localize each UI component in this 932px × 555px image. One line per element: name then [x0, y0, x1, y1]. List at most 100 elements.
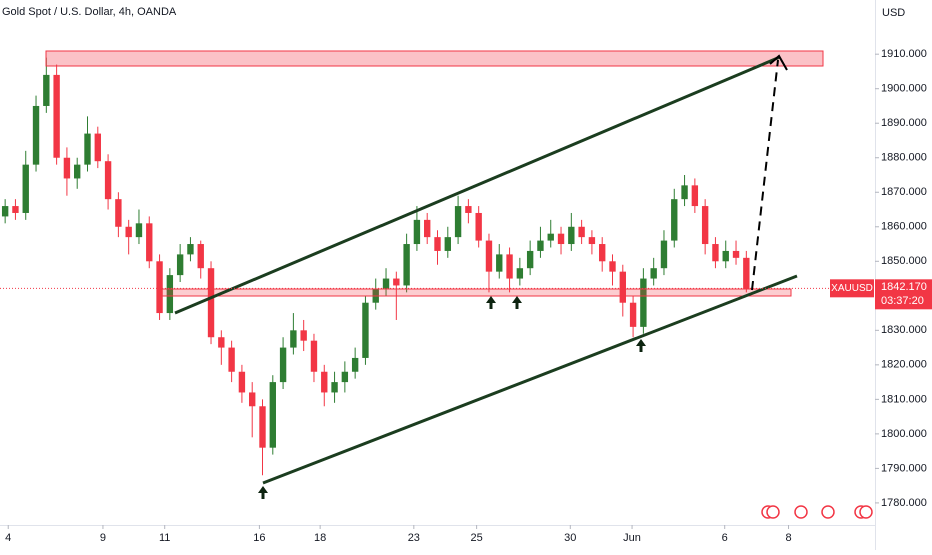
candle-body — [84, 133, 91, 165]
y-tick-label: 1880.000 — [881, 152, 927, 164]
candle-body — [413, 219, 421, 245]
y-tick-label: 1900.000 — [881, 83, 927, 95]
candle-body — [660, 240, 668, 269]
y-tick-label: 1850.000 — [881, 255, 927, 267]
candle-body — [166, 275, 174, 314]
candle-body — [588, 237, 596, 245]
x-tick-label: 16 — [253, 532, 265, 544]
candle-body — [568, 226, 575, 245]
icon — [766, 505, 780, 519]
candle-body — [156, 261, 163, 314]
candle-body — [629, 302, 637, 327]
candle-body — [207, 268, 215, 338]
y-tick-label: 1890.000 — [881, 117, 927, 129]
candle-body — [125, 226, 132, 238]
arrow — [512, 296, 522, 309]
candle-body — [197, 244, 204, 269]
candle-body — [691, 185, 699, 207]
candle-body — [146, 223, 153, 262]
x-tick-label: 8 — [785, 532, 791, 544]
candle-body — [609, 261, 616, 272]
candle-body — [403, 244, 410, 286]
candle-body — [444, 237, 451, 251]
icon — [821, 505, 835, 519]
candle-body — [290, 330, 297, 348]
y-tick-label: 1820.000 — [881, 359, 927, 371]
candle-body — [32, 105, 40, 165]
arrow — [258, 486, 268, 499]
chart-title: Gold Spot / U.S. Dollar, 4h, OANDA — [2, 6, 177, 18]
candle-body — [362, 302, 369, 358]
y-tick-label: 1860.000 — [881, 221, 927, 233]
icon — [794, 505, 808, 519]
candle-body — [176, 254, 184, 276]
x-tick-label: 9 — [100, 532, 106, 544]
x-tick-label: 18 — [314, 532, 326, 544]
candle-body — [650, 268, 657, 279]
candle-body — [454, 206, 462, 238]
arrow — [636, 339, 646, 352]
y-tick-label: 1870.000 — [881, 186, 927, 198]
candle-body — [382, 278, 390, 289]
candle-body — [557, 233, 565, 245]
y-tick-label: 1830.000 — [881, 324, 927, 336]
resistance-zone — [45, 50, 824, 67]
candle-body — [671, 199, 678, 241]
y-tick-label: 1810.000 — [881, 393, 927, 405]
candle-body — [43, 74, 50, 106]
candle-body — [681, 185, 688, 200]
candle-body — [743, 257, 750, 289]
candle-body — [218, 337, 225, 348]
candle-body — [393, 278, 400, 286]
symbol-label: XAUUSD — [831, 283, 873, 294]
arrows — [258, 296, 646, 499]
candle-body — [331, 382, 338, 393]
x-tick-label: 11 — [159, 532, 170, 544]
candle-body — [300, 330, 307, 341]
candle-body — [475, 212, 482, 241]
y-tick-label: 1790.000 — [881, 462, 927, 474]
candle-body — [115, 199, 122, 227]
projection-head — [769, 54, 788, 71]
candle-body — [578, 226, 585, 238]
candle-body — [321, 371, 328, 393]
candle-body — [506, 254, 513, 279]
candle-body — [599, 244, 606, 262]
candle-body — [712, 244, 719, 262]
symbol-badge — [830, 279, 874, 298]
candle-body — [259, 406, 266, 448]
x-tick-label: 30 — [564, 532, 576, 544]
candle-body — [722, 250, 729, 262]
candle-body — [640, 278, 647, 327]
arrow — [486, 296, 496, 309]
candle-body — [104, 161, 112, 200]
candle-body — [516, 268, 524, 279]
candle-body — [465, 206, 472, 213]
candle-body — [619, 271, 626, 303]
x-tick-label: 6 — [722, 532, 728, 544]
candle-body — [269, 382, 276, 448]
x-tick-label: 25 — [470, 532, 482, 544]
candle-body — [22, 164, 29, 213]
channel-upper — [174, 55, 781, 315]
icon — [859, 505, 873, 519]
event-icons — [761, 505, 873, 519]
countdown: 03:37:20 — [881, 295, 924, 307]
candle-body — [537, 240, 544, 251]
candle-body — [53, 74, 60, 158]
x-tick-label: 4 — [5, 532, 11, 544]
x-tick-label: 23 — [408, 532, 420, 544]
channel-lower — [262, 274, 798, 485]
candle-body — [351, 357, 359, 372]
y-tick-label: 1910.000 — [881, 48, 927, 60]
candle-body — [1, 206, 9, 217]
candle-body — [63, 157, 71, 179]
currency: USD — [882, 7, 905, 19]
candle-body — [187, 244, 194, 255]
candle-body — [434, 237, 441, 251]
candle-body — [74, 164, 81, 179]
y-tick-label: 1780.000 — [881, 497, 927, 509]
x-tick-label: Jun — [623, 532, 641, 544]
support-zone — [159, 288, 792, 297]
